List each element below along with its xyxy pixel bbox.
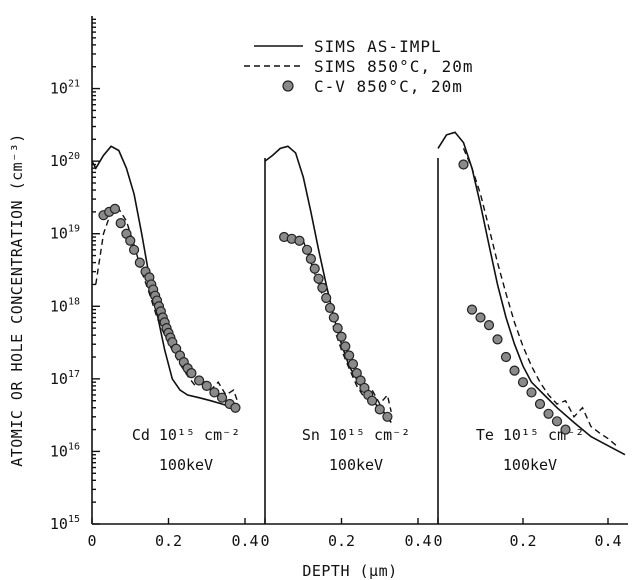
cv-point [115,218,126,229]
x-tick-label: 0.4 [404,532,431,550]
sims-as-impl-line [264,145,392,423]
cv-point [347,358,359,370]
legend-entry-sims-850: SIMS 850°C, 20m [314,57,474,76]
x-tick-label: 0.2 [509,532,536,550]
panel-energy-label: 100keV [159,456,213,474]
sims-as-impl-line [437,131,626,456]
y-tick-label: 1019 [50,224,80,243]
y-axis-label: ATOMIC OR HOLE CONCENTRATION (cm⁻³) [8,133,26,467]
panel-dose-label: Sn 10¹⁵ cm⁻² [302,426,410,444]
cv-point [305,253,316,264]
panel-dose-label: Te 10¹⁵ cm⁻² [476,426,584,444]
cv-point [374,404,385,415]
cv-point [125,235,136,246]
cv-point [317,282,328,293]
y-tick-label: 1017 [50,369,80,388]
legend: SIMS AS-IMPL SIMS 850°C, 20m C-V 850°C, … [244,37,474,96]
cv-point [216,392,228,403]
sims-850-line [302,240,392,413]
cv-point [128,244,140,255]
x-tick-label: 0 [433,532,442,550]
y-tick-label: 1021 [50,79,80,98]
sims-850-line [95,208,238,401]
cv-point [201,380,212,391]
legend-entry-cv-850: C-V 850°C, 20m [314,77,463,96]
cv-point [509,365,520,376]
cv-point [134,257,145,268]
data-layer [91,131,626,456]
cv-point [332,323,343,334]
cv-point [313,273,324,284]
y-tick-label: 1020 [50,151,80,170]
cv-point [382,411,393,422]
cv-point [475,312,486,323]
cv-point [230,402,241,413]
cv-point [458,159,469,170]
panel-dose-label: Cd 10¹⁵ cm⁻² [132,426,240,444]
y-tick-label: 1016 [50,441,80,460]
cv-point [209,387,220,398]
cv-point [186,368,197,379]
cv-point [517,377,529,388]
cv-point [321,292,332,304]
cv-point [500,351,512,363]
cv-point [367,395,378,406]
x-tick-label: 0.4 [594,532,621,550]
cv-point [543,408,554,419]
cv-point [324,302,336,314]
x-tick-label: 0.4 [231,532,258,550]
y-tick-label: 1018 [50,296,80,315]
legend-entry-sims-as-impl: SIMS AS-IMPL [314,37,442,56]
cv-point [336,331,347,342]
cv-point [309,263,320,274]
cv-point [492,334,503,345]
axes-layer: 1015 1016 1017 1018 1019 1020 1021 0 0.2 0.4 Cd 10… [50,16,628,550]
cv-point [109,203,121,214]
cv-point [551,416,563,427]
cv-point [301,244,313,255]
cv-point [483,320,495,331]
x-axis-label: DEPTH (μm) [302,562,397,580]
cv-point [526,387,537,398]
cv-point [534,398,546,410]
cv-point [340,341,351,352]
sims-as-impl-line [91,145,234,409]
legend-point-swatch [282,80,294,92]
y-tick-label: 1015 [50,514,80,533]
cv-point [560,424,571,435]
x-tick-label: 0.2 [328,532,355,550]
cv-point [344,350,355,361]
x-tick-label: 0 [260,532,269,550]
cv-point [294,235,305,246]
x-tick-label: 0 [87,532,96,550]
cv-point [194,375,205,386]
panel-energy-label: 100keV [503,456,557,474]
sims-850-line [462,148,617,447]
cv-point [466,304,478,315]
cv-point [328,312,339,323]
x-tick-label: 0.2 [155,532,182,550]
panel-energy-label: 100keV [329,456,383,474]
